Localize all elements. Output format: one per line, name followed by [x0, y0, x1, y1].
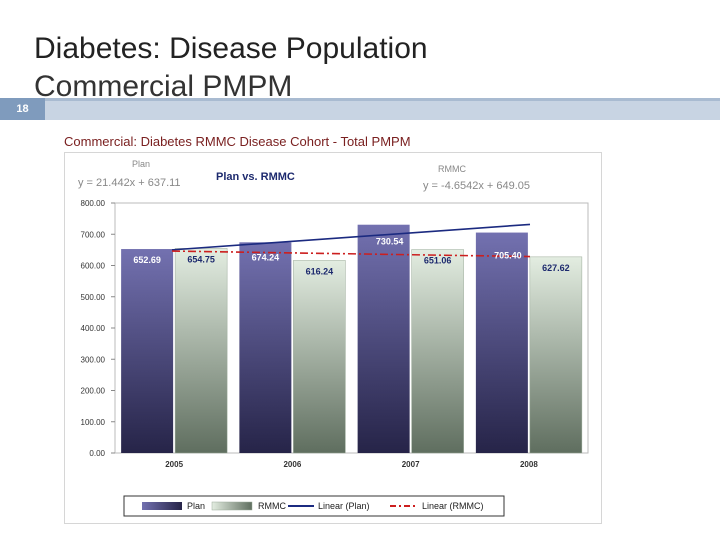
trendline-plan: [171, 223, 531, 251]
bar-plan: [475, 232, 528, 453]
bar-plan: [239, 242, 292, 453]
legend-swatch-plan: [142, 502, 182, 510]
x-tick-label: 2005: [165, 460, 183, 469]
title-underline-bar: [45, 98, 720, 120]
legend-label-linear-rmmc: Linear (RMMC): [422, 501, 484, 511]
data-label-plan: 674.24: [252, 252, 280, 262]
data-label-plan: 652.69: [133, 255, 161, 265]
title-underline-accent: [45, 98, 720, 101]
y-tick-label: 400.00: [81, 324, 106, 333]
legend-label-rmmc: RMMC: [258, 501, 286, 511]
data-label-plan: 705.40: [494, 251, 522, 261]
data-label-rmmc: 654.75: [187, 254, 215, 264]
slide-title-line2: Commercial PMPM: [34, 70, 293, 103]
bar-rmmc: [529, 256, 583, 454]
bar-rmmc: [174, 248, 228, 454]
x-tick-label: 2007: [402, 460, 420, 469]
y-tick-label: 0.00: [89, 449, 105, 458]
legend-label-linear-plan: Linear (Plan): [318, 501, 370, 511]
y-tick-label: 800.00: [81, 199, 106, 208]
bar-plan: [357, 224, 410, 453]
trendline-rmmc: [171, 250, 531, 258]
legend-swatch-rmmc: [211, 501, 253, 511]
trendline-plan-label: Plan: [132, 159, 150, 169]
trendline-plan-equation: y = 21.442x + 637.11: [78, 177, 181, 189]
y-tick-label: 700.00: [81, 230, 106, 239]
y-tick-label: 200.00: [81, 387, 106, 396]
x-tick-label: 2006: [283, 460, 301, 469]
slide-number: 18: [0, 98, 45, 120]
bar-plan: [121, 249, 174, 453]
chart-title: Commercial: Diabetes RMMC Disease Cohort…: [64, 134, 411, 149]
y-tick-label: 600.00: [81, 262, 106, 271]
x-tick-label: 2008: [520, 460, 538, 469]
legend-label-plan: Plan: [187, 501, 205, 511]
bar-rmmc: [293, 260, 346, 454]
chart-subtitle: Plan vs. RMMC: [216, 171, 295, 183]
data-label-rmmc: 627.62: [542, 263, 570, 273]
bar-rmmc: [411, 249, 464, 454]
trendline-rmmc-label: RMMC: [438, 164, 466, 174]
data-label-rmmc: 616.24: [306, 266, 334, 276]
slide-title-line1: Diabetes: Disease Population: [34, 32, 428, 65]
y-tick-label: 500.00: [81, 293, 106, 302]
data-label-plan: 730.54: [376, 237, 404, 247]
y-tick-label: 300.00: [81, 355, 106, 364]
trendline-rmmc-equation: y = -4.6542x + 649.05: [423, 180, 530, 192]
y-tick-label: 100.00: [81, 418, 106, 427]
data-label-rmmc: 651.06: [424, 256, 452, 266]
